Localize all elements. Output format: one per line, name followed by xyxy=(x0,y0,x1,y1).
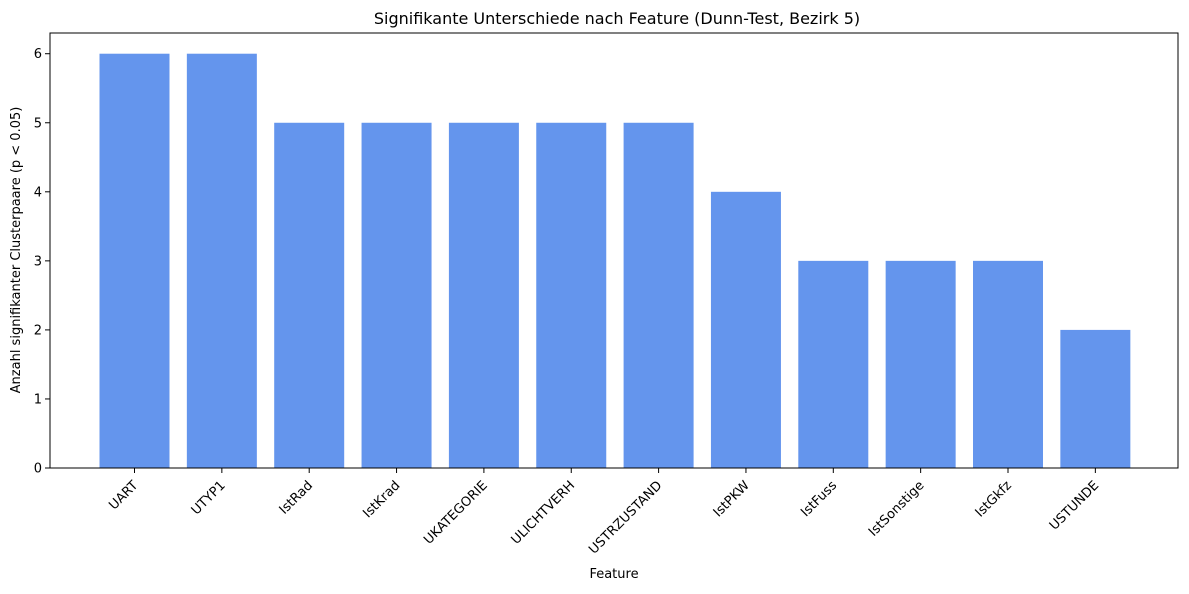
bar-utyp1 xyxy=(186,53,257,469)
bar-istkrad xyxy=(361,122,432,468)
y-tick-label: 5 xyxy=(34,116,42,131)
bar-istgkfz xyxy=(973,260,1043,468)
bar-istfuss xyxy=(798,260,869,468)
bar-uart xyxy=(99,53,170,469)
bar-istsonstige xyxy=(885,260,956,468)
bar-ulichtverh xyxy=(536,122,607,468)
y-tick-label: 1 xyxy=(34,392,42,407)
chart-title: Signifikante Unterschiede nach Feature (… xyxy=(374,9,860,28)
y-tick-label: 3 xyxy=(34,254,42,269)
bar-istrad xyxy=(274,122,345,468)
x-axis-label: Feature xyxy=(589,567,638,582)
bar-istpkw xyxy=(710,191,781,468)
bar-ustrzustand xyxy=(623,122,694,468)
y-tick-label: 6 xyxy=(34,47,42,62)
bar-ustunde xyxy=(1060,329,1131,468)
y-tick-label: 0 xyxy=(34,462,42,477)
bar-ukategorie xyxy=(448,122,519,468)
y-axis-ticks: 0 1 2 3 4 5 6 xyxy=(34,47,50,477)
bars-layer xyxy=(99,53,1131,469)
plot-area-frame xyxy=(49,32,1179,469)
y-tick-label: 2 xyxy=(34,323,42,338)
y-tick-label: 4 xyxy=(34,185,42,200)
y-axis-label: Anzahl signifikanter Clusterpaare (p < 0… xyxy=(9,107,24,394)
